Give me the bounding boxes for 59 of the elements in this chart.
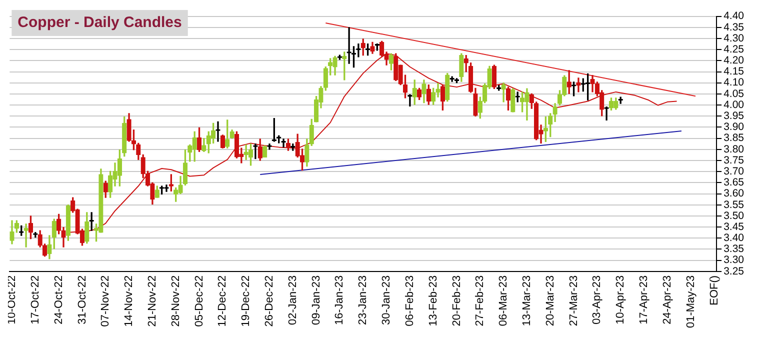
y-tick-label: 3.50 xyxy=(724,210,744,222)
x-tick-label: 03-Apr-23 xyxy=(591,275,604,324)
x-tick-label: 06-Feb-23 xyxy=(404,275,416,326)
x-tick-label: 13-Feb-23 xyxy=(427,275,440,326)
x-tick-label: 07-Nov-22 xyxy=(100,275,112,327)
y-tick-label: 4.00 xyxy=(724,98,744,111)
x-tick-label: 17-Apr-23 xyxy=(638,275,650,324)
x-tick-label: 16-Jan-23 xyxy=(334,275,346,325)
x-tick-label: 31-Oct-22 xyxy=(76,275,88,324)
y-tick-label: 3.65 xyxy=(724,176,744,189)
y-tick-label: 3.40 xyxy=(724,232,744,244)
x-tick-label: 21-Nov-22 xyxy=(146,275,158,327)
y-tick-label: 3.30 xyxy=(724,254,744,266)
y-tick-label: 3.55 xyxy=(724,198,744,211)
y-tick-label: 3.25 xyxy=(724,265,744,278)
x-tick-label: 20-Feb-23 xyxy=(450,275,463,326)
x-tick-label: 06-Mar-23 xyxy=(498,275,510,326)
x-tick-label: 23-Jan-23 xyxy=(357,275,370,325)
y-tick-label: 3.70 xyxy=(724,165,744,178)
x-tick-label: 02-Jan-23 xyxy=(286,275,299,325)
x-tick-label: 14-Nov-22 xyxy=(123,275,136,327)
y-tick-label: 3.35 xyxy=(724,243,744,256)
x-tick-label: 26-Dec-22 xyxy=(264,275,276,327)
x-tick-label: 12-Dec-22 xyxy=(216,275,229,327)
y-tick-label: 4.25 xyxy=(724,43,744,56)
x-tick-label: 24-Apr-23 xyxy=(661,275,674,324)
x-tick-label: 27-Mar-23 xyxy=(568,275,580,326)
x-tick-label: 01-May-23 xyxy=(684,275,697,328)
x-tick-label: 30-Jan-23 xyxy=(380,275,393,325)
candlestick xyxy=(253,144,258,160)
candlestick xyxy=(216,121,220,142)
candlestick xyxy=(24,224,28,248)
y-tick-label: 4.15 xyxy=(724,66,744,78)
x-tick-label: 27-Feb-23 xyxy=(474,275,486,326)
y-tick-label: 3.45 xyxy=(724,220,744,233)
y-tick-label: 4.35 xyxy=(724,21,744,34)
x-tick-label: EOF() xyxy=(708,275,720,306)
x-tick-label: 20-Mar-23 xyxy=(544,275,556,326)
y-tick-label: 4.20 xyxy=(724,54,744,67)
x-tick-label: 09-Jan-23 xyxy=(310,275,322,325)
candlestick xyxy=(501,82,506,102)
y-tick-label: 3.80 xyxy=(724,143,744,156)
x-tick-label: 24-Oct-22 xyxy=(52,275,65,324)
y-tick-label: 3.60 xyxy=(724,188,744,200)
x-tick-label: 19-Dec-22 xyxy=(240,275,252,327)
y-tick-label: 3.75 xyxy=(724,154,744,166)
x-tick-label: 05-Dec-22 xyxy=(193,275,206,327)
x-tick-label: 28-Nov-22 xyxy=(170,275,182,327)
x-tick-label: 13-Mar-23 xyxy=(520,275,533,326)
y-tick-label: 3.85 xyxy=(724,132,744,144)
y-tick-label: 3.95 xyxy=(724,110,744,122)
y-tick-label: 3.90 xyxy=(724,121,744,134)
y-tick-label: 4.05 xyxy=(724,88,744,100)
x-tick-label: 10-Apr-23 xyxy=(614,275,627,324)
y-tick-label: 4.10 xyxy=(724,76,744,89)
y-tick-label: 4.40 xyxy=(724,10,744,22)
y-tick-label: 4.30 xyxy=(724,32,744,44)
x-tick-label: 17-Oct-22 xyxy=(29,275,42,324)
chart-title: Copper - Daily Candles xyxy=(18,14,182,32)
